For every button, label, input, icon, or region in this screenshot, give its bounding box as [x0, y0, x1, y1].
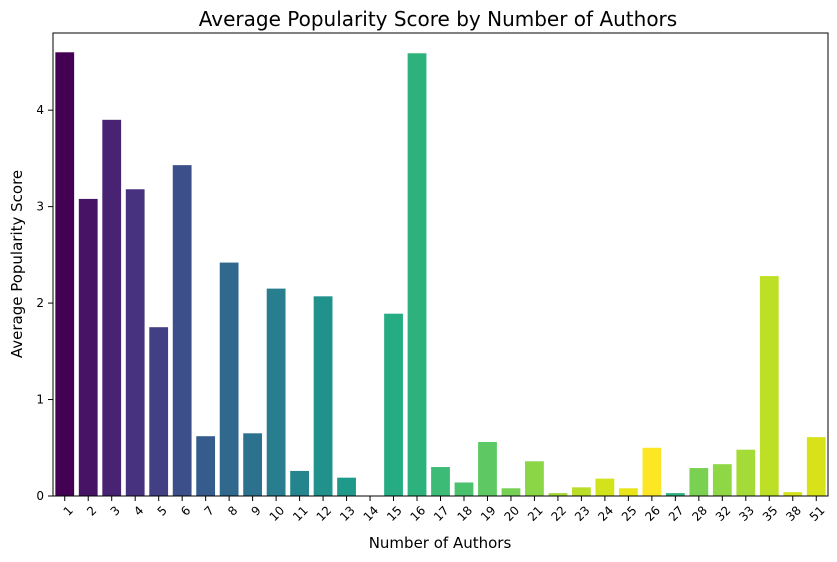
x-tick-label: 32	[713, 503, 734, 524]
x-tick-label: 23	[572, 503, 593, 524]
y-axis-label: Average Popularity Score	[8, 170, 26, 358]
bar-22	[548, 493, 568, 496]
x-tick-label: 4	[131, 503, 146, 518]
bar-24	[595, 478, 615, 496]
plot-frame	[52, 32, 829, 497]
x-tick-label: 1	[61, 503, 76, 518]
bar-5	[149, 327, 169, 496]
y-tick-label: 3	[36, 200, 44, 214]
x-tick-label: 14	[361, 503, 382, 524]
y-tick-label: 4	[36, 103, 44, 117]
bar-33	[736, 449, 756, 496]
x-tick-label: 16	[408, 503, 429, 524]
x-tick-label: 11	[290, 503, 311, 524]
bar-19	[478, 441, 497, 496]
bar-21	[525, 461, 544, 496]
x-tick-label: 13	[337, 503, 358, 524]
x-tick-label: 5	[155, 503, 170, 518]
x-tick-label: 2	[84, 503, 99, 518]
x-tick-label: 38	[783, 503, 804, 524]
y-tick-label: 2	[36, 296, 44, 310]
x-tick-label: 17	[431, 503, 452, 524]
x-tick-label: 19	[478, 503, 499, 524]
bar-26	[642, 447, 662, 496]
x-tick-label: 8	[225, 503, 240, 518]
x-tick-label: 20	[501, 503, 522, 524]
y-tick-label: 1	[36, 393, 44, 407]
bar-9	[243, 433, 263, 496]
bar-20	[501, 488, 521, 496]
bar-13	[337, 477, 356, 496]
bar-7	[196, 436, 216, 496]
bar-12	[313, 296, 333, 496]
bar-27	[665, 493, 685, 496]
x-tick-label: 10	[267, 503, 288, 524]
bar-25	[618, 488, 638, 496]
x-axis-label: Number of Authors	[369, 534, 512, 552]
bars-group	[55, 52, 826, 496]
x-tick-label: 51	[807, 503, 828, 524]
y-tick-label: 0	[36, 489, 44, 503]
x-tick-label: 18	[454, 503, 475, 524]
bar-17	[431, 467, 450, 496]
x-tick-label: 25	[619, 503, 640, 524]
x-tick-label: 33	[736, 503, 757, 524]
bar-38	[783, 492, 803, 496]
bar-3	[102, 119, 122, 496]
bar-16	[407, 53, 427, 496]
bar-11	[290, 470, 309, 496]
x-axis: 1 2 3 4 5 6 7 8 9 10 11 12 13 14 15 16 17 18 19 20 21 22 23 24 2…	[61, 496, 828, 524]
bar-4	[125, 189, 145, 496]
bar-1	[55, 52, 75, 496]
y-axis: 0 1 2 3 4	[36, 103, 53, 503]
x-tick-label: 7	[202, 503, 217, 518]
x-tick-label: 27	[666, 503, 687, 524]
x-tick-label: 22	[548, 503, 569, 524]
bar-15	[384, 313, 403, 496]
bar-51	[806, 437, 826, 496]
bar-10	[266, 288, 286, 496]
x-tick-label: 6	[178, 503, 193, 518]
bar-8	[219, 262, 239, 496]
x-tick-label: 26	[642, 503, 663, 524]
x-tick-label: 35	[760, 503, 781, 524]
x-tick-label: 12	[314, 503, 335, 524]
bar-28	[689, 468, 709, 496]
x-tick-label: 21	[525, 503, 546, 524]
chart-title: Average Popularity Score by Number of Au…	[199, 7, 677, 31]
bar-23	[572, 487, 591, 496]
bar-35	[759, 276, 779, 496]
x-tick-label: 3	[108, 503, 123, 518]
bar-2	[78, 198, 98, 496]
x-tick-label: 24	[595, 503, 616, 524]
bar-32	[712, 464, 732, 496]
x-tick-label: 15	[384, 503, 405, 524]
x-tick-label: 9	[249, 503, 264, 518]
bar-6	[172, 165, 192, 496]
bar-18	[454, 482, 474, 496]
x-tick-label: 28	[689, 503, 710, 524]
